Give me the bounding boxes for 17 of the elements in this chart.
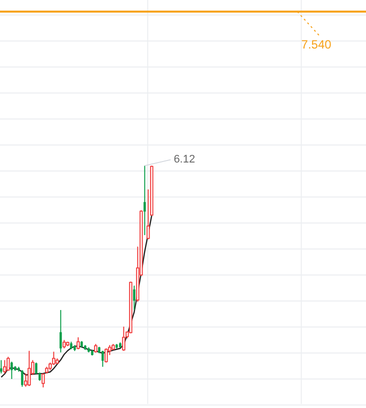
candlestick	[6, 356, 10, 372]
candlestick	[0, 360, 2, 374]
candlestick	[133, 285, 136, 311]
text: 6.12	[174, 154, 196, 166]
annotation: 7.540	[301, 38, 332, 52]
candlestick	[144, 165, 146, 236]
candlestick	[104, 348, 108, 364]
candlestick	[122, 326, 126, 352]
candlestick	[42, 372, 45, 388]
candlestick	[21, 370, 24, 388]
candlestick	[3, 360, 6, 374]
candlestick	[76, 336, 80, 350]
candlestick	[10, 361, 13, 380]
candlestick	[28, 350, 31, 387]
candlestick	[102, 350, 104, 368]
candlestick	[60, 310, 62, 353]
candlestick	[52, 351, 56, 366]
